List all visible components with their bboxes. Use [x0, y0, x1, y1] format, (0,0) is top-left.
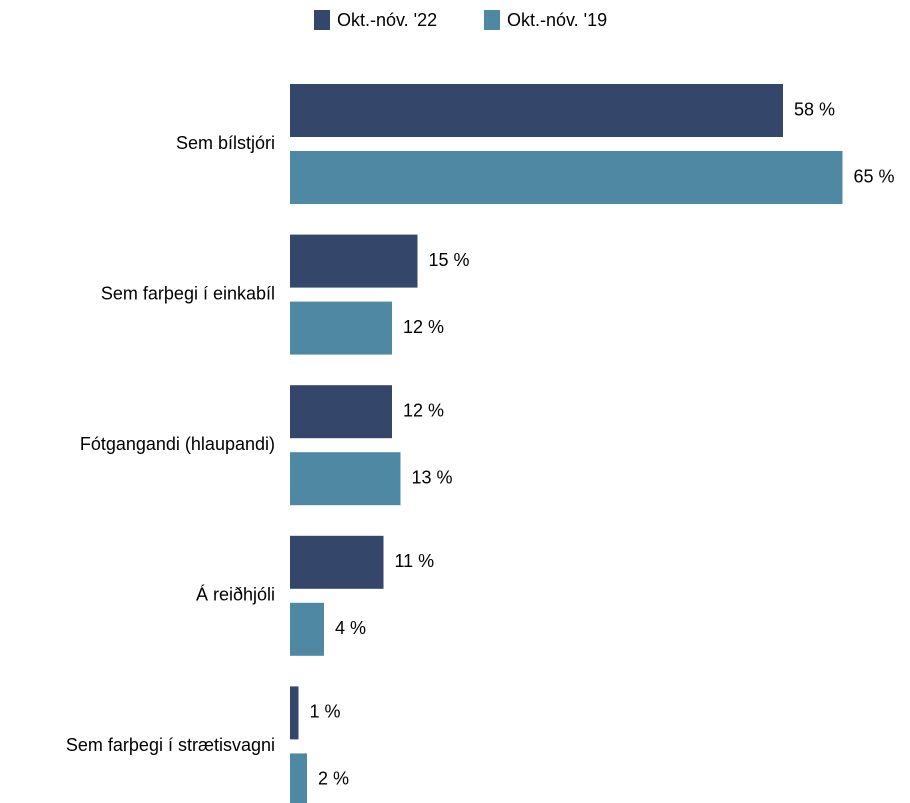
- value-label: 11 %: [395, 551, 435, 571]
- category-label: Sem bílstjóri: [176, 133, 275, 153]
- bar: [290, 385, 392, 439]
- category-label: Fótgangandi (hlaupandi): [80, 434, 275, 454]
- bar: [290, 535, 384, 589]
- legend-label: Okt.-nóv. '22: [337, 10, 437, 30]
- category-label: Sem farþegi í strætisvagni: [66, 735, 275, 755]
- bar: [290, 301, 392, 355]
- category-label: Á reiðhjóli: [196, 585, 275, 605]
- bar: [290, 686, 299, 740]
- legend-swatch: [484, 10, 500, 30]
- bar: [290, 452, 401, 506]
- category-label: Sem farþegi í einkabíl: [101, 283, 275, 303]
- value-label: 58 %: [794, 99, 835, 119]
- value-label: 12 %: [403, 317, 444, 337]
- bar: [290, 234, 418, 288]
- legend-swatch: [314, 10, 330, 30]
- value-label: 13 %: [412, 467, 453, 487]
- bar: [290, 151, 843, 204]
- value-label: 1 %: [310, 702, 341, 722]
- legend-label: Okt.-nóv. '19: [507, 10, 607, 30]
- value-label: 15 %: [429, 250, 470, 270]
- value-label: 12 %: [403, 400, 444, 420]
- bar: [290, 753, 307, 803]
- value-label: 2 %: [318, 769, 349, 789]
- bar: [290, 602, 324, 656]
- bar: [290, 84, 783, 137]
- value-label: 65 %: [854, 166, 895, 186]
- value-label: 4 %: [335, 618, 366, 638]
